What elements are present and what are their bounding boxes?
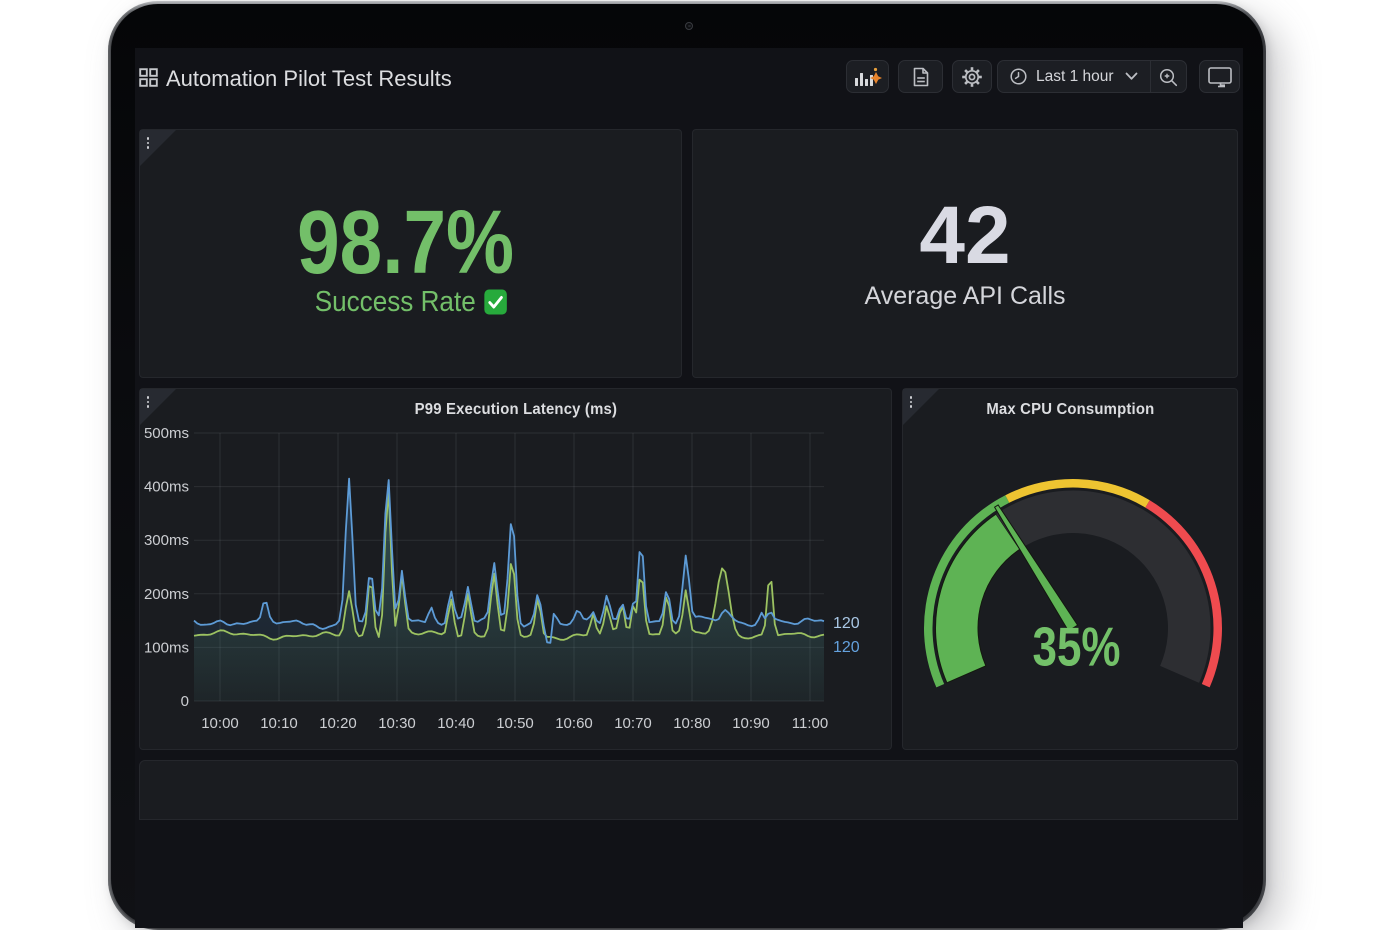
svg-text:120: 120: [833, 615, 860, 632]
svg-text:300ms: 300ms: [144, 532, 189, 549]
svg-text:10:00: 10:00: [201, 715, 239, 732]
svg-text:100ms: 100ms: [144, 639, 189, 656]
svg-text:120: 120: [833, 639, 860, 656]
svg-text:10:50: 10:50: [496, 715, 534, 732]
svg-text:500ms: 500ms: [144, 425, 189, 442]
svg-text:10:20: 10:20: [319, 715, 357, 732]
svg-text:10:10: 10:10: [260, 715, 298, 732]
svg-text:10:40: 10:40: [437, 715, 475, 732]
svg-text:35%: 35%: [1032, 616, 1120, 678]
svg-text:400ms: 400ms: [144, 479, 189, 496]
svg-text:10:90: 10:90: [732, 715, 770, 732]
svg-text:10:70: 10:70: [614, 715, 652, 732]
svg-text:11:00: 11:00: [792, 715, 828, 732]
svg-text:200ms: 200ms: [144, 586, 189, 603]
svg-text:0: 0: [181, 693, 189, 710]
svg-text:10:30: 10:30: [378, 715, 416, 732]
svg-text:10:60: 10:60: [555, 715, 593, 732]
svg-text:10:80: 10:80: [673, 715, 711, 732]
